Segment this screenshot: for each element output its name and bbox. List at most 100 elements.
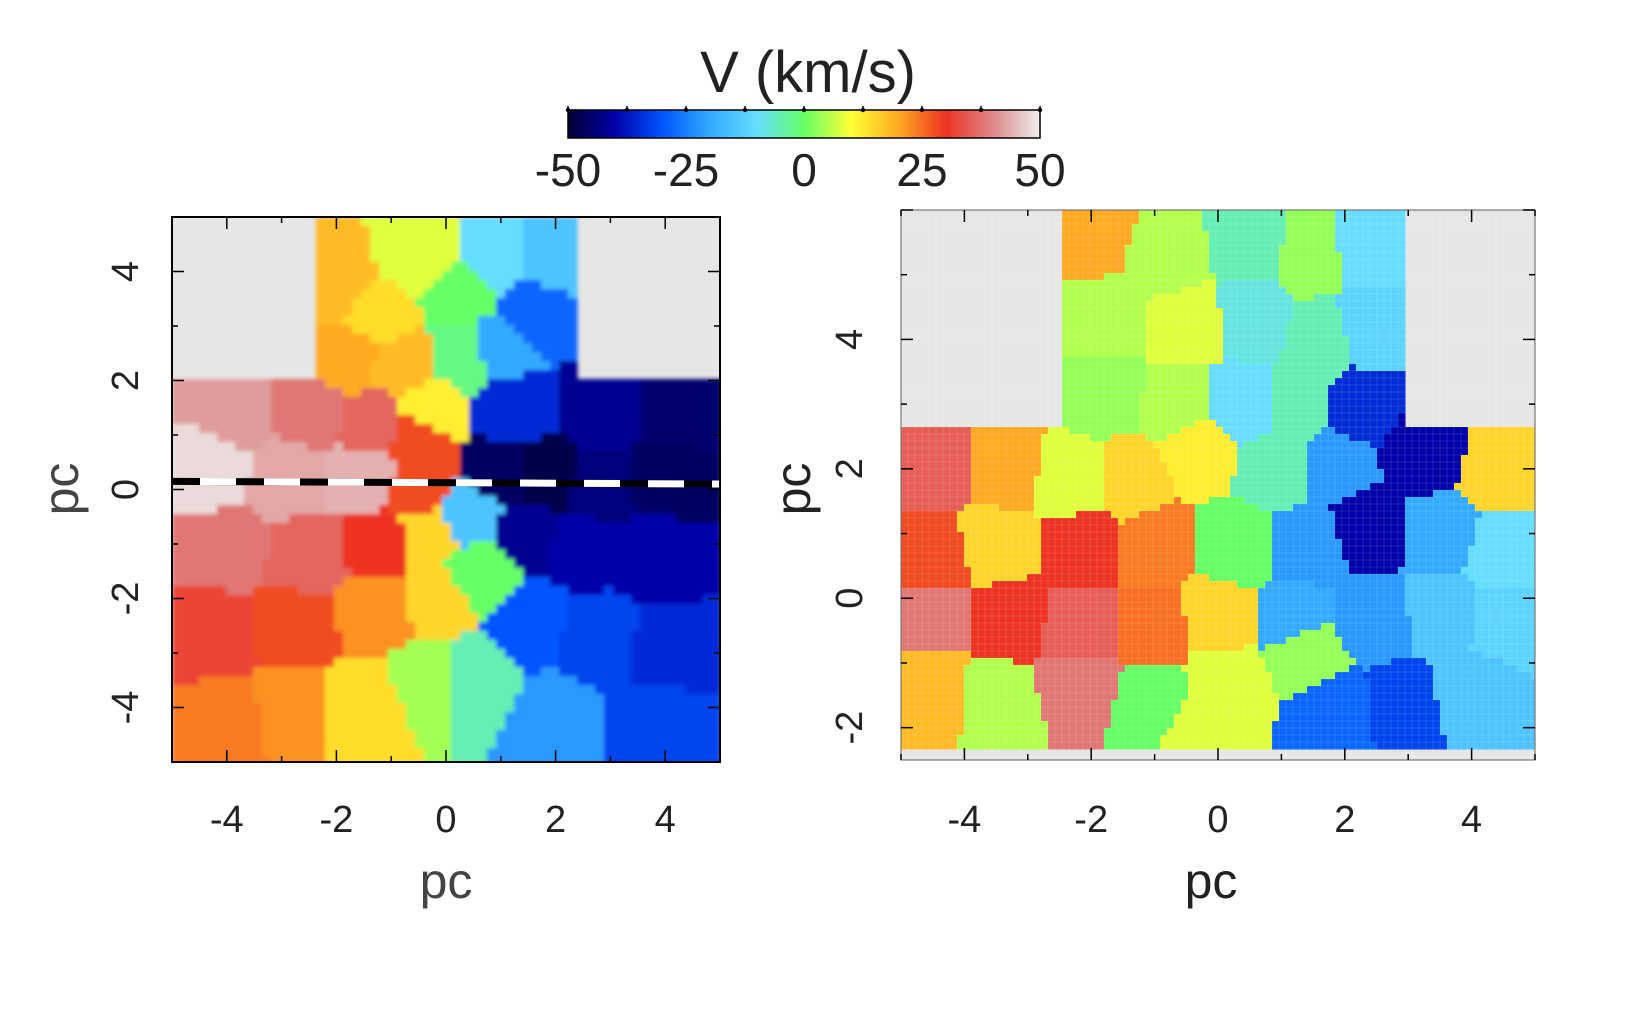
velocity-cell [1279,406,1287,414]
velocity-cell [1265,392,1273,400]
velocity-cell [1314,238,1322,246]
velocity-cell [280,451,290,461]
velocity-cell [532,235,542,245]
velocity-cell [1188,238,1196,246]
velocity-cell [343,640,353,650]
velocity-cell [343,298,353,308]
velocity-cell [460,217,470,227]
velocity-cell [361,577,371,587]
velocity-cell [235,613,245,623]
velocity-cell [604,739,614,749]
velocity-cell [496,667,506,677]
velocity-cell [694,721,704,731]
velocity-cell [1230,385,1238,393]
velocity-cell [1377,238,1385,246]
velocity-cell [1314,224,1322,232]
velocity-cell [496,433,506,443]
velocity-cell [532,685,542,695]
velocity-cell [289,532,299,542]
velocity-cell [1230,294,1238,302]
velocity-cell [397,514,407,524]
velocity-cell [1391,406,1399,414]
velocity-cell [595,649,605,659]
velocity-cell [235,496,245,506]
velocity-cell [451,451,461,461]
velocity-cell [1132,224,1140,232]
velocity-cell [352,289,362,299]
velocity-cell [460,316,470,326]
velocity-cell [253,523,263,533]
velocity-cell [514,640,524,650]
velocity-cell [343,505,353,515]
velocity-cell [253,433,263,443]
velocity-cell [199,505,209,515]
velocity-cell [1300,343,1308,351]
velocity-cell [379,640,389,650]
velocity-cell [1125,294,1133,302]
velocity-cell [523,703,533,713]
velocity-cell [1258,280,1266,288]
velocity-cell [1328,399,1336,407]
velocity-cell [307,613,317,623]
velocity-cell [1300,427,1308,435]
velocity-cell [1090,343,1098,351]
velocity-cell [325,685,335,695]
velocity-cell [352,487,362,497]
velocity-cell [1216,238,1224,246]
velocity-cell [1181,238,1189,246]
velocity-cell [181,667,191,677]
velocity-cell [541,541,551,551]
velocity-cell [190,388,200,398]
velocity-cell [1286,322,1294,330]
velocity-cell [1356,364,1364,372]
velocity-cell [1097,357,1105,365]
velocity-cell [1272,364,1280,372]
velocity-cell [1062,294,1070,302]
velocity-cell [559,424,569,434]
velocity-cell [703,721,713,731]
velocity-cell [541,595,551,605]
velocity-cell [1335,427,1343,435]
velocity-cell [1153,266,1161,274]
velocity-cell [478,694,488,704]
velocity-cell [415,532,425,542]
velocity-cell [316,460,326,470]
velocity-cell [631,676,641,686]
velocity-cell [658,487,668,497]
velocity-cell [568,685,578,695]
velocity-cell [1027,434,1035,442]
velocity-cell [999,427,1007,435]
velocity-cell [541,298,551,308]
velocity-cell [1209,399,1217,407]
velocity-cell [253,388,263,398]
velocity-cell [1286,301,1294,309]
velocity-cell [334,523,344,533]
velocity-cell [361,469,371,479]
velocity-cell [226,748,236,758]
velocity-cell [577,433,587,443]
velocity-cell [208,748,218,758]
velocity-cell [577,649,587,659]
velocity-cell [1300,287,1308,295]
velocity-cell [685,712,695,722]
velocity-cell [703,496,713,506]
velocity-cell [532,334,542,344]
velocity-cell [523,379,533,389]
velocity-cell [181,505,191,515]
velocity-cell [298,415,308,425]
velocity-cell [703,586,713,596]
velocity-cell [1230,357,1238,365]
velocity-cell [1286,224,1294,232]
velocity-cell [1104,266,1112,274]
velocity-cell [361,586,371,596]
velocity-cell [1258,371,1266,379]
velocity-cell [1307,336,1315,344]
velocity-cell [1307,399,1315,407]
velocity-cell [460,244,470,254]
velocity-cell [1426,427,1434,435]
velocity-cell [613,730,623,740]
velocity-cell [631,622,641,632]
velocity-cell [1356,371,1364,379]
velocity-cell [658,424,668,434]
velocity-cell [505,622,515,632]
